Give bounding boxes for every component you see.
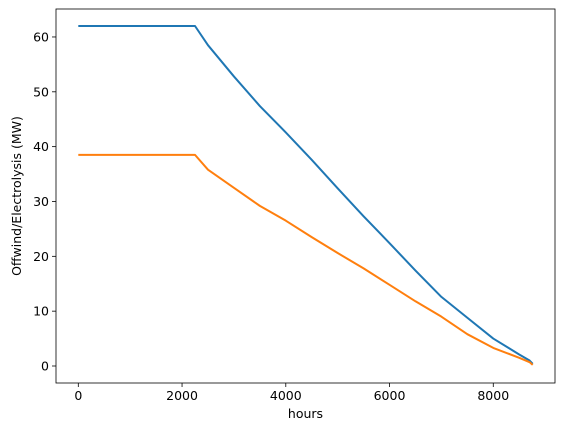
y-tick-label: 50 xyxy=(33,84,49,99)
series-line-1 xyxy=(78,25,534,365)
x-axis: 0 2000 4000 6000 8000 xyxy=(74,383,509,403)
y-tick-label: 0 xyxy=(41,359,49,374)
x-tick-label: 8000 xyxy=(477,388,509,403)
x-tick-label: 4000 xyxy=(270,388,302,403)
x-tick-label: 0 xyxy=(74,388,82,403)
x-tick-label: 2000 xyxy=(166,388,198,403)
y-tick-label: 20 xyxy=(33,249,49,264)
y-axis: 0 10 20 30 40 50 60 xyxy=(33,29,56,374)
x-tick-label: 6000 xyxy=(374,388,406,403)
y-tick-label: 30 xyxy=(33,194,49,209)
y-axis-label: Offwind/Electrolysis (MW) xyxy=(9,116,24,276)
y-tick-label: 40 xyxy=(33,139,49,154)
y-tick-label: 60 xyxy=(33,29,49,44)
series-line-2 xyxy=(78,153,534,366)
y-tick-label: 10 xyxy=(33,304,49,319)
plot-frame xyxy=(55,8,556,384)
x-axis-label: hours xyxy=(288,406,323,421)
series-layer xyxy=(78,25,534,366)
